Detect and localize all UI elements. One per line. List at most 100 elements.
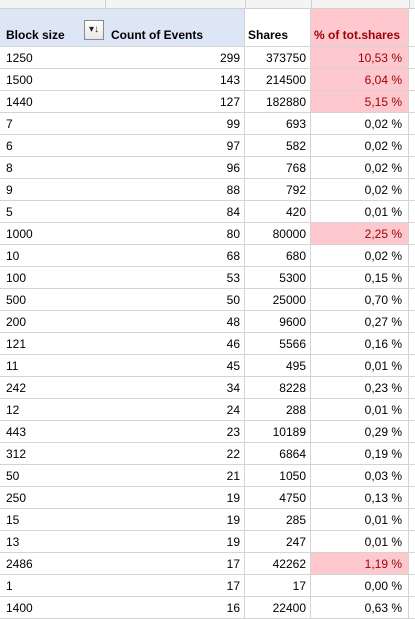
- sort-descending-filter-icon[interactable]: ▾↓: [84, 20, 104, 40]
- count-of-events-cell[interactable]: 143: [105, 69, 245, 91]
- empty-cell[interactable]: [409, 69, 415, 91]
- block-size-cell[interactable]: 1: [0, 575, 105, 597]
- shares-cell[interactable]: 768: [245, 157, 311, 179]
- shares-cell[interactable]: 22400: [245, 597, 311, 619]
- block-size-cell[interactable]: 12: [0, 399, 105, 421]
- pct-tot-shares-cell[interactable]: 0,01 %: [311, 531, 409, 553]
- block-size-cell[interactable]: 7: [0, 113, 105, 135]
- empty-cell[interactable]: [409, 487, 415, 509]
- count-of-events-cell[interactable]: 24: [105, 399, 245, 421]
- count-of-events-cell[interactable]: 19: [105, 509, 245, 531]
- shares-cell[interactable]: 495: [245, 355, 311, 377]
- block-size-cell[interactable]: 200: [0, 311, 105, 333]
- block-size-cell[interactable]: 1440: [0, 91, 105, 113]
- count-of-events-cell[interactable]: 17: [105, 575, 245, 597]
- block-size-cell[interactable]: 1250: [0, 47, 105, 69]
- pct-tot-shares-cell[interactable]: 0,16 %: [311, 333, 409, 355]
- pct-tot-shares-cell[interactable]: 6,04 %: [311, 69, 409, 91]
- pct-tot-shares-cell[interactable]: 0,02 %: [311, 179, 409, 201]
- column-header-cell[interactable]: [0, 0, 106, 8]
- block-size-cell[interactable]: 15: [0, 509, 105, 531]
- shares-cell[interactable]: 582: [245, 135, 311, 157]
- empty-cell[interactable]: [409, 267, 415, 289]
- empty-cell[interactable]: [409, 465, 415, 487]
- shares-cell[interactable]: 9600: [245, 311, 311, 333]
- empty-cell[interactable]: [409, 553, 415, 575]
- count-of-events-cell[interactable]: 80: [105, 223, 245, 245]
- count-of-events-cell[interactable]: 17: [105, 553, 245, 575]
- empty-cell[interactable]: [409, 135, 415, 157]
- empty-cell[interactable]: [409, 575, 415, 597]
- count-of-events-cell[interactable]: 23: [105, 421, 245, 443]
- shares-cell[interactable]: 8228: [245, 377, 311, 399]
- count-of-events-cell[interactable]: 46: [105, 333, 245, 355]
- empty-cell[interactable]: [409, 377, 415, 399]
- count-of-events-cell[interactable]: 68: [105, 245, 245, 267]
- shares-cell[interactable]: 792: [245, 179, 311, 201]
- count-of-events-cell[interactable]: 16: [105, 597, 245, 619]
- shares-cell[interactable]: 10189: [245, 421, 311, 443]
- block-size-cell[interactable]: 2486: [0, 553, 105, 575]
- pct-tot-shares-cell[interactable]: 0,13 %: [311, 487, 409, 509]
- shares-cell[interactable]: 6864: [245, 443, 311, 465]
- block-size-cell[interactable]: 13: [0, 531, 105, 553]
- shares-cell[interactable]: 25000: [245, 289, 311, 311]
- shares-cell[interactable]: 680: [245, 245, 311, 267]
- empty-cell[interactable]: [409, 289, 415, 311]
- count-of-events-cell[interactable]: 88: [105, 179, 245, 201]
- block-size-cell[interactable]: 312: [0, 443, 105, 465]
- shares-cell[interactable]: 214500: [245, 69, 311, 91]
- pct-tot-shares-cell[interactable]: 0,23 %: [311, 377, 409, 399]
- count-of-events-cell[interactable]: 96: [105, 157, 245, 179]
- pct-tot-shares-cell[interactable]: 0,29 %: [311, 421, 409, 443]
- pct-tot-shares-cell[interactable]: 0,15 %: [311, 267, 409, 289]
- empty-cell[interactable]: [409, 333, 415, 355]
- header-block-size-and-count[interactable]: Block size ▾↓ Count of Events: [0, 9, 245, 47]
- pct-tot-shares-cell[interactable]: 2,25 %: [311, 223, 409, 245]
- count-of-events-cell[interactable]: 84: [105, 201, 245, 223]
- shares-cell[interactable]: 247: [245, 531, 311, 553]
- block-size-cell[interactable]: 8: [0, 157, 105, 179]
- block-size-cell[interactable]: 11: [0, 355, 105, 377]
- block-size-cell[interactable]: 50: [0, 465, 105, 487]
- pct-tot-shares-cell[interactable]: 0,00 %: [311, 575, 409, 597]
- shares-cell[interactable]: 373750: [245, 47, 311, 69]
- column-header-cell[interactable]: [245, 0, 312, 8]
- shares-cell[interactable]: 285: [245, 509, 311, 531]
- pct-tot-shares-cell[interactable]: 0,02 %: [311, 113, 409, 135]
- block-size-cell[interactable]: 5: [0, 201, 105, 223]
- block-size-cell[interactable]: 500: [0, 289, 105, 311]
- shares-cell[interactable]: 17: [245, 575, 311, 597]
- pct-tot-shares-cell[interactable]: 0,02 %: [311, 245, 409, 267]
- pct-tot-shares-cell[interactable]: 0,27 %: [311, 311, 409, 333]
- empty-cell[interactable]: [409, 443, 415, 465]
- block-size-cell[interactable]: 9: [0, 179, 105, 201]
- pct-tot-shares-cell[interactable]: 0,70 %: [311, 289, 409, 311]
- count-of-events-cell[interactable]: 50: [105, 289, 245, 311]
- pct-tot-shares-cell[interactable]: 5,15 %: [311, 91, 409, 113]
- block-size-cell[interactable]: 100: [0, 267, 105, 289]
- count-of-events-cell[interactable]: 99: [105, 113, 245, 135]
- block-size-cell[interactable]: 443: [0, 421, 105, 443]
- block-size-cell[interactable]: 121: [0, 333, 105, 355]
- count-of-events-cell[interactable]: 53: [105, 267, 245, 289]
- header-pct-tot-shares[interactable]: % of tot.shares: [311, 9, 409, 47]
- pct-tot-shares-cell[interactable]: 0,02 %: [311, 135, 409, 157]
- empty-cell[interactable]: [409, 223, 415, 245]
- column-header-cell[interactable]: [311, 0, 410, 8]
- header-shares[interactable]: Shares: [245, 9, 311, 47]
- pct-tot-shares-cell[interactable]: 0,01 %: [311, 201, 409, 223]
- count-of-events-cell[interactable]: 97: [105, 135, 245, 157]
- shares-cell[interactable]: 5566: [245, 333, 311, 355]
- pct-tot-shares-cell[interactable]: 0,01 %: [311, 355, 409, 377]
- block-size-cell[interactable]: 10: [0, 245, 105, 267]
- empty-cell[interactable]: [409, 179, 415, 201]
- block-size-cell[interactable]: 242: [0, 377, 105, 399]
- pct-tot-shares-cell[interactable]: 0,01 %: [311, 399, 409, 421]
- count-of-events-cell[interactable]: 34: [105, 377, 245, 399]
- empty-cell[interactable]: [409, 311, 415, 333]
- count-of-events-cell[interactable]: 127: [105, 91, 245, 113]
- empty-cell[interactable]: [409, 91, 415, 113]
- empty-cell[interactable]: [409, 245, 415, 267]
- column-header-cell[interactable]: [105, 0, 246, 8]
